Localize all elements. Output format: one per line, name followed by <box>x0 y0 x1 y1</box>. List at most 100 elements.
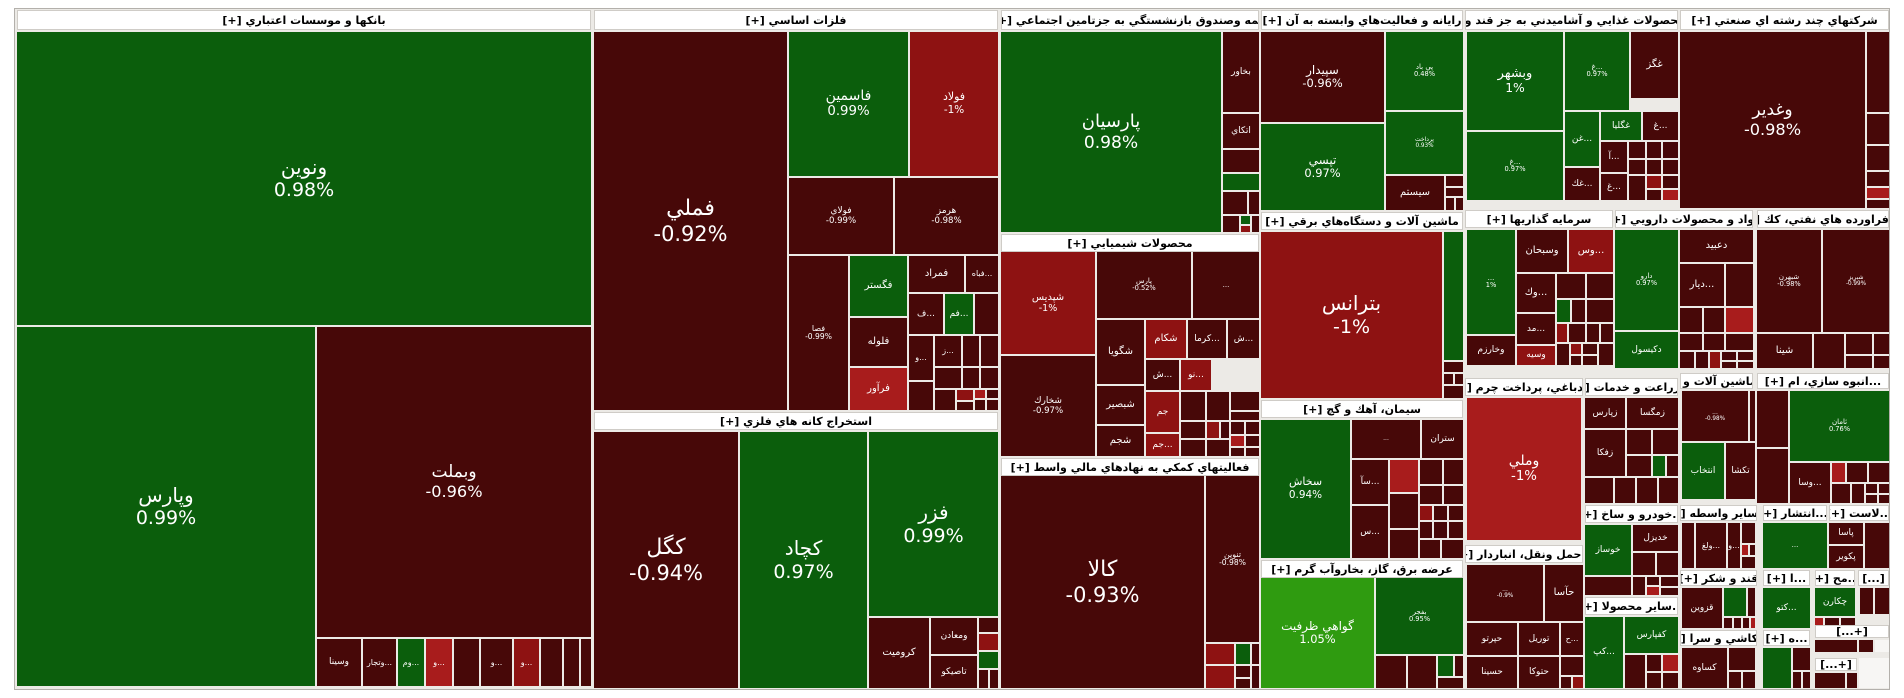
stock-tile-کفپارس[interactable]: کفپارس <box>1625 617 1678 653</box>
stock-tile[interactable] <box>1742 523 1755 543</box>
stock-tile-پکویر[interactable]: پکویر <box>1829 546 1863 568</box>
sector-header-base-metals[interactable]: فلزات اساسي [+] <box>594 10 998 30</box>
stock-tile-غگز[interactable]: غگز <box>1631 32 1678 98</box>
stock-tile[interactable] <box>1438 678 1463 688</box>
sector-header-computers[interactable]: رایانه و فعالیت‌هاي وابسته به آن [+] <box>1261 10 1463 30</box>
stock-tile[interactable] <box>1561 677 1571 688</box>
stock-tile-...[interactable]: ... -0.9% <box>1467 565 1543 621</box>
stock-tile[interactable] <box>1246 448 1259 456</box>
stock-tile[interactable] <box>1734 618 1741 628</box>
stock-tile-...و[interactable]: ...و <box>1728 523 1740 568</box>
stock-tile[interactable] <box>1659 478 1678 503</box>
stock-tile-وسبحان[interactable]: وسبحان <box>1517 230 1567 272</box>
stock-tile[interactable] <box>1859 658 1889 688</box>
stock-tile-...مد[interactable]: ...مد <box>1517 314 1555 344</box>
sector-header-sugar[interactable]: قند و شکر [+] <box>1680 570 1757 586</box>
stock-tile[interactable] <box>1748 588 1755 616</box>
stock-tile-...سآ[interactable]: ...سآ <box>1352 460 1388 504</box>
stock-tile[interactable] <box>1726 264 1753 306</box>
stock-tile[interactable] <box>1866 484 1877 493</box>
stock-tile-تاصیکو[interactable]: تاصیکو <box>931 656 977 688</box>
stock-tile-...ف[interactable]: ...ف <box>909 294 943 334</box>
stock-tile-حتوکا[interactable]: حتوکا <box>1519 657 1559 688</box>
stock-tile[interactable] <box>975 294 998 334</box>
stock-tile[interactable] <box>1750 545 1755 555</box>
stock-tile-فملي[interactable]: فملي -0.92% <box>594 32 787 410</box>
stock-tile-...غك[interactable]: ...غك <box>1565 168 1599 200</box>
stock-tile[interactable] <box>1231 436 1244 446</box>
stock-tile-کرومیت[interactable]: کرومیت <box>869 618 929 688</box>
stock-tile[interactable] <box>1661 577 1678 586</box>
sector-header-sector-dots[interactable]: [...] <box>1858 570 1889 586</box>
stock-tile[interactable] <box>1557 324 1567 342</box>
stock-tile-گواهي ظرفیت[interactable]: گواهي ظرفیت 1.05% <box>1261 578 1374 688</box>
stock-tile[interactable] <box>963 336 979 366</box>
stock-tile-...غ[interactable]: ...غ <box>1643 112 1678 140</box>
stock-tile[interactable] <box>1815 673 1845 688</box>
stock-tile-سیستم[interactable]: سیستم <box>1386 176 1444 210</box>
stock-tile[interactable] <box>1663 142 1678 158</box>
stock-tile-...غ[interactable]: ...غ 0.97% <box>1565 32 1629 110</box>
stock-tile[interactable] <box>1867 200 1889 208</box>
stock-tile[interactable] <box>1738 362 1753 368</box>
stock-tile-شگویا[interactable]: شگویا <box>1097 320 1144 384</box>
stock-tile[interactable] <box>1571 344 1581 354</box>
stock-tile[interactable] <box>1803 672 1810 688</box>
sector-header-sector-a[interactable]: ...ا [+] <box>1763 570 1810 586</box>
stock-tile[interactable] <box>1252 216 1259 232</box>
stock-tile[interactable] <box>975 400 985 410</box>
stock-tile[interactable] <box>1757 449 1788 503</box>
stock-tile-فمراد[interactable]: فمراد <box>909 256 964 292</box>
stock-tile-...غن[interactable]: ...غن <box>1565 112 1599 166</box>
stock-tile[interactable] <box>1726 308 1753 332</box>
stock-tile[interactable] <box>1869 463 1889 482</box>
stock-tile[interactable] <box>1587 300 1613 322</box>
stock-tile-کچاد[interactable]: کچاد 0.97% <box>740 432 867 688</box>
stock-tile-فصا[interactable]: فصا -0.99% <box>789 256 848 410</box>
stock-tile[interactable] <box>1653 430 1678 454</box>
stock-tile[interactable] <box>987 390 998 398</box>
sector-header-construction[interactable]: ...انبوه سازي، ام [+] <box>1757 373 1889 389</box>
sector-header-utilities[interactable]: عرضه برق، گاز، بخاروآب گرم [+] <box>1261 560 1463 578</box>
stock-tile[interactable] <box>909 382 933 410</box>
stock-tile[interactable] <box>1444 386 1463 398</box>
stock-tile[interactable] <box>1231 392 1259 410</box>
stock-tile-جم[interactable]: جم <box>1146 392 1179 432</box>
stock-tile-...ز[interactable]: ...ز <box>935 336 961 366</box>
stock-tile[interactable] <box>979 670 988 688</box>
stock-tile-...و[interactable]: ...و <box>514 639 539 686</box>
stock-tile[interactable] <box>1663 190 1678 200</box>
stock-tile-تکشا[interactable]: تکشا <box>1726 443 1755 499</box>
stock-tile[interactable] <box>1867 32 1889 112</box>
sector-header-banks[interactable]: بانکها و موسسات اعتباري [+] <box>17 10 591 30</box>
stock-tile[interactable] <box>1629 142 1645 158</box>
stock-tile[interactable] <box>1569 324 1585 342</box>
sector-header-insurance[interactable]: بیمه وصندوق بازنشستگي به جزتامین اجتماعي… <box>1001 10 1259 30</box>
stock-tile-خوساز[interactable]: خوساز <box>1585 525 1631 575</box>
stock-tile[interactable] <box>1647 577 1659 585</box>
stock-tile-پي باد[interactable]: پي باد 0.48% <box>1386 32 1463 110</box>
stock-tile[interactable] <box>1599 344 1613 365</box>
stock-tile[interactable] <box>987 400 998 410</box>
stock-tile[interactable] <box>1444 374 1453 384</box>
sector-header-cement[interactable]: سیمان، آهك و گچ [+] <box>1261 400 1463 418</box>
stock-tile[interactable] <box>1859 640 1873 652</box>
stock-tile[interactable] <box>1390 460 1418 492</box>
stock-tile[interactable] <box>1206 644 1234 664</box>
stock-tile-فاسمین[interactable]: فاسمین 0.99% <box>789 32 908 176</box>
stock-tile[interactable] <box>990 670 998 688</box>
stock-tile[interactable] <box>1633 553 1655 575</box>
stock-tile[interactable] <box>1815 618 1823 628</box>
sector-header-electrical-machinery[interactable]: ماشین آلات و دستگاه‌هاي برقي [+] <box>1261 212 1463 230</box>
stock-tile[interactable] <box>1867 172 1889 186</box>
stock-tile[interactable] <box>1867 146 1889 170</box>
stock-tile[interactable] <box>1696 352 1708 368</box>
stock-tile-حپرتو[interactable]: حپرتو <box>1467 623 1517 655</box>
stock-tile[interactable] <box>1629 160 1645 174</box>
stock-tile[interactable] <box>1647 673 1661 688</box>
stock-tile-...و[interactable]: ...و <box>909 336 933 380</box>
stock-tile-فولاد[interactable]: فولاد -1% <box>910 32 998 176</box>
stock-tile-دکیسول[interactable]: دکیسول <box>1615 332 1678 368</box>
stock-tile[interactable] <box>1825 618 1839 628</box>
sector-header-other-intermediary[interactable]: ...سایر واسطه [+] <box>1680 505 1757 521</box>
